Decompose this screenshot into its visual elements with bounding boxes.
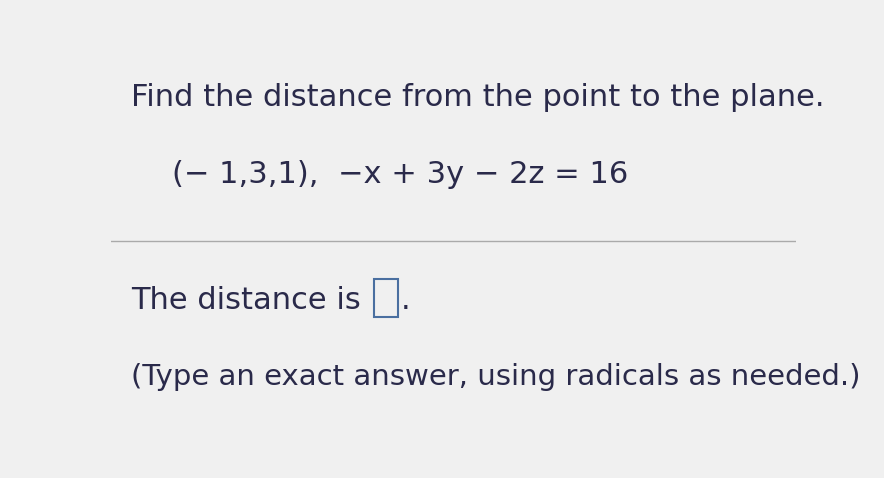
- Text: .: .: [400, 285, 410, 315]
- Text: Find the distance from the point to the plane.: Find the distance from the point to the …: [131, 83, 825, 112]
- Text: The distance is: The distance is: [131, 285, 370, 315]
- Text: (Type an exact answer, using radicals as needed.): (Type an exact answer, using radicals as…: [131, 363, 860, 391]
- Bar: [374, 280, 398, 317]
- Text: (− 1,3,1),  −x + 3y − 2z = 16: (− 1,3,1), −x + 3y − 2z = 16: [172, 161, 629, 189]
